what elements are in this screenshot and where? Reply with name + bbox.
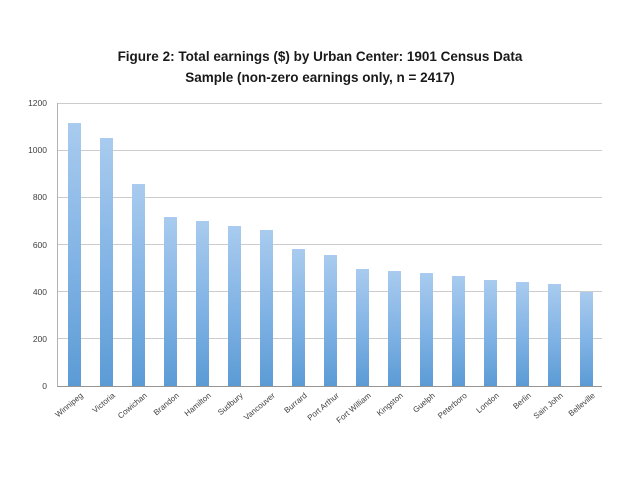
x-tick-label: Fort William [334,391,373,426]
bar [419,273,433,386]
y-tick-label: 800 [32,192,47,203]
y-tick-label: 1200 [28,98,47,108]
bar [259,230,273,386]
gridline [58,102,602,104]
chart-title: Figure 2: Total earnings ($) by Urban Ce… [0,46,640,88]
x-tick-label: Berlin [511,391,533,412]
y-tick-label: 0 [42,381,47,391]
bar [131,184,145,386]
bar [579,291,593,386]
gridline [58,244,602,245]
x-tick-label: Port Arthur [305,391,341,423]
bar [291,249,305,386]
plot-area [57,102,602,387]
x-tick-label: Sudbury [216,391,245,418]
x-tick-label: Burrard [282,391,309,416]
bar [515,282,529,386]
x-tick-label: Victoria [90,391,117,415]
bar [163,217,177,386]
bar [387,270,401,386]
bar [195,221,209,386]
x-tick-label: Vancouver [242,391,277,423]
chart-title-line2: Sample (non-zero earnings only, n = 2417… [185,70,455,85]
x-tick-label: Belleville [566,391,597,419]
x-tick-label: Brandon [151,391,181,418]
bar [323,255,337,386]
bar [67,123,81,386]
y-tick-label: 200 [32,333,47,344]
bar [451,275,465,386]
chart-title-line1: Figure 2: Total earnings ($) by Urban Ce… [117,49,523,64]
y-tick-label: 600 [32,239,47,250]
bar [547,283,561,386]
x-tick-label: Kingston [375,391,405,418]
x-tick-label: Winnipeg [53,391,85,420]
gridline [58,149,602,151]
bar [99,138,113,386]
bar [355,268,369,386]
x-tick-label: Cowichan [116,391,149,421]
x-tick-label: Guelph [411,391,437,415]
x-tick-label: Hamilton [182,391,213,419]
y-tick-label: 400 [32,286,47,297]
y-tick-label: 1000 [28,145,47,156]
bar [483,280,497,386]
x-tick-label: London [474,391,501,416]
x-tick-label: Peterboro [436,391,469,421]
bar [227,225,241,386]
x-tick-label: Sain John [531,391,565,421]
gridline [58,196,602,198]
